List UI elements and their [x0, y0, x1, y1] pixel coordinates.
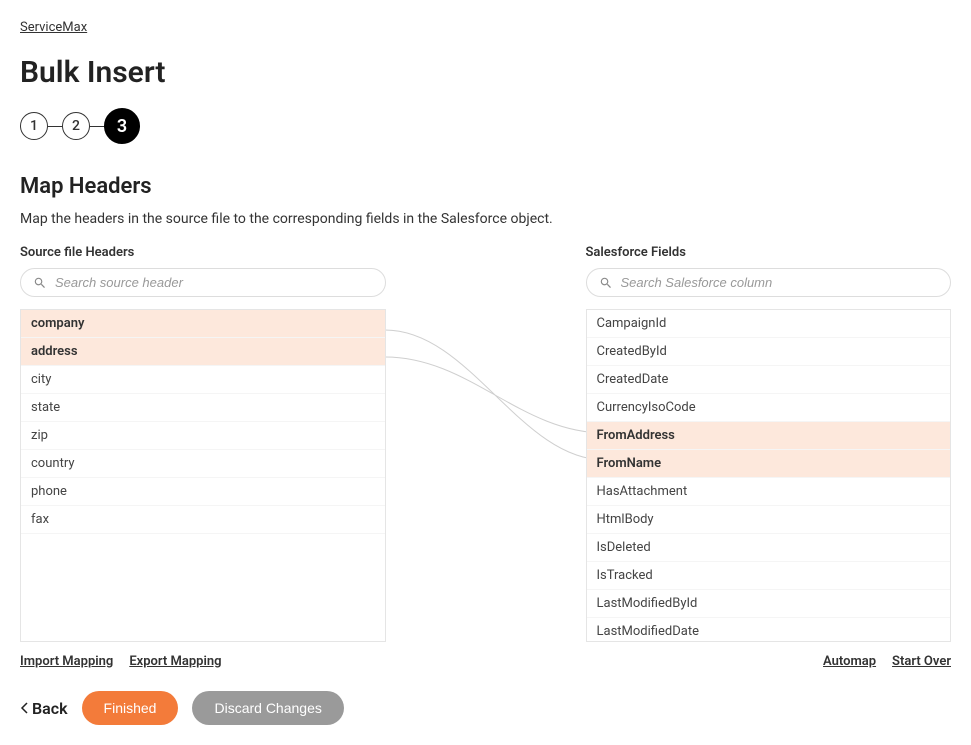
target-column: Salesforce Fields CampaignIdCreatedByIdC… — [586, 245, 952, 642]
source-column: Source file Headers companyaddresscityst… — [20, 245, 386, 642]
source-item[interactable]: zip — [21, 422, 385, 450]
source-item[interactable]: country — [21, 450, 385, 478]
section-description: Map the headers in the source file to th… — [20, 211, 951, 227]
target-list: CampaignIdCreatedByIdCreatedDateCurrency… — [586, 309, 952, 642]
target-search-input[interactable] — [621, 275, 939, 290]
target-item[interactable]: CreatedDate — [587, 366, 951, 394]
source-search-wrap — [20, 268, 386, 297]
source-item[interactable]: city — [21, 366, 385, 394]
source-item[interactable]: company — [21, 310, 385, 338]
source-search-input[interactable] — [55, 275, 373, 290]
search-icon — [33, 276, 47, 290]
mapping-columns: Source file Headers companyaddresscityst… — [20, 245, 951, 642]
target-item[interactable]: LastModifiedDate — [587, 618, 951, 642]
target-item[interactable]: HtmlBody — [587, 506, 951, 534]
target-item[interactable]: FromAddress — [587, 422, 951, 450]
page-title: Bulk Insert — [20, 55, 951, 90]
stepper: 123 — [20, 108, 951, 144]
step-connector — [90, 126, 104, 127]
source-item[interactable]: fax — [21, 506, 385, 534]
source-list: companyaddresscitystatezipcountryphonefa… — [20, 309, 386, 642]
import-mapping-link[interactable]: Import Mapping — [20, 654, 113, 669]
step-2[interactable]: 2 — [62, 112, 90, 140]
search-icon — [599, 276, 613, 290]
footer-bar: Back Finished Discard Changes — [20, 691, 951, 725]
target-item[interactable]: IsTracked — [587, 562, 951, 590]
start-over-link[interactable]: Start Over — [892, 654, 951, 669]
chevron-left-icon — [20, 702, 28, 714]
automap-link[interactable]: Automap — [823, 654, 876, 669]
step-connector — [48, 126, 62, 127]
export-mapping-link[interactable]: Export Mapping — [129, 654, 221, 669]
back-label: Back — [32, 699, 68, 718]
breadcrumb[interactable]: ServiceMax — [20, 20, 951, 35]
target-item[interactable]: CreatedById — [587, 338, 951, 366]
target-item[interactable]: LastModifiedById — [587, 590, 951, 618]
target-item[interactable]: HasAttachment — [587, 478, 951, 506]
source-item[interactable]: address — [21, 338, 385, 366]
step-1[interactable]: 1 — [20, 112, 48, 140]
target-item[interactable]: CurrencyIsoCode — [587, 394, 951, 422]
target-item[interactable]: FromName — [587, 450, 951, 478]
back-button[interactable]: Back — [20, 699, 68, 718]
source-label: Source file Headers — [20, 245, 386, 260]
step-3[interactable]: 3 — [104, 108, 140, 144]
target-label: Salesforce Fields — [586, 245, 952, 260]
section-title: Map Headers — [20, 174, 951, 199]
target-item[interactable]: CampaignId — [587, 310, 951, 338]
bottom-links: Import Mapping Export Mapping Automap St… — [20, 654, 951, 669]
target-search-wrap — [586, 268, 952, 297]
finished-button[interactable]: Finished — [82, 691, 179, 725]
source-item[interactable]: phone — [21, 478, 385, 506]
discard-button[interactable]: Discard Changes — [192, 691, 343, 725]
source-item[interactable]: state — [21, 394, 385, 422]
target-item[interactable]: IsDeleted — [587, 534, 951, 562]
